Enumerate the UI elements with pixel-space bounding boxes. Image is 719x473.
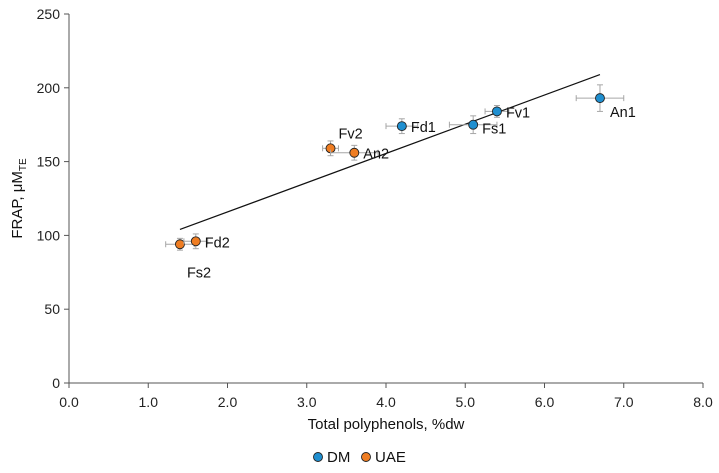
legend-label: DM bbox=[327, 449, 350, 466]
data-point-an2: An2 bbox=[330, 144, 389, 163]
x-tick-label: 7.0 bbox=[614, 394, 634, 410]
legend-item-uae: UAE bbox=[361, 449, 406, 466]
y-axis-title: FRAP, μMTE bbox=[9, 158, 29, 239]
y-tick-label: 0 bbox=[52, 375, 60, 391]
data-point-fd1: Fd1 bbox=[385, 118, 436, 136]
data-point-fs2: Fs2 bbox=[165, 237, 211, 281]
x-tick-label: 3.0 bbox=[297, 394, 317, 410]
x-tick-label: 8.0 bbox=[693, 394, 713, 410]
point-label: An2 bbox=[363, 147, 389, 163]
x-tick-label: 4.0 bbox=[376, 394, 396, 410]
x-tick-label: 6.0 bbox=[535, 394, 555, 410]
x-axis-title: Total polyphenols, %dw bbox=[308, 416, 465, 433]
x-tick-label: 1.0 bbox=[139, 394, 159, 410]
point-label: An1 bbox=[610, 105, 636, 121]
point-marker bbox=[595, 93, 605, 104]
point-marker bbox=[190, 236, 201, 247]
trendline-group bbox=[179, 73, 601, 231]
legend: DM UAE bbox=[313, 449, 406, 466]
y-axis-title-subscript: TE bbox=[18, 158, 29, 171]
point-label: Fd1 bbox=[411, 120, 436, 136]
x-tick-label: 5.0 bbox=[456, 394, 476, 410]
legend-marker bbox=[313, 452, 323, 462]
point-label: Fd2 bbox=[205, 235, 230, 251]
y-tick-label: 100 bbox=[37, 227, 61, 243]
data-point-fs1: Fs1 bbox=[448, 115, 506, 138]
trendline bbox=[179, 73, 601, 231]
point-label: Fv2 bbox=[339, 126, 363, 142]
data-point-fv1: Fv1 bbox=[484, 105, 530, 121]
point-marker bbox=[468, 119, 479, 130]
point-label: Fs2 bbox=[187, 265, 211, 281]
y-axis-title-main: FRAP, μM bbox=[9, 171, 26, 239]
y-tick-label: 50 bbox=[44, 301, 60, 317]
point-marker bbox=[174, 239, 185, 250]
point-marker bbox=[349, 147, 360, 158]
point-label: Fv1 bbox=[506, 105, 530, 121]
point-marker bbox=[396, 121, 407, 132]
point-marker bbox=[492, 106, 502, 117]
legend-item-dm: DM bbox=[313, 449, 350, 466]
data-point-fd2: Fd2 bbox=[183, 233, 230, 251]
y-tick-label: 250 bbox=[37, 6, 61, 22]
legend-label: UAE bbox=[375, 449, 406, 466]
x-tick-label: 2.0 bbox=[218, 394, 238, 410]
legend-marker bbox=[361, 452, 371, 462]
x-tick-label: 0.0 bbox=[59, 394, 79, 410]
y-tick-label: 200 bbox=[37, 80, 61, 96]
data-point-fv2: Fv2 bbox=[322, 126, 363, 157]
point-label: Fs1 bbox=[482, 122, 506, 138]
y-tick-label: 150 bbox=[37, 154, 61, 170]
data-point-an1: An1 bbox=[575, 84, 636, 121]
axes: 0 50 100 150 200 250 0.0 1.0 2.0 3.0 4.0 5.0 6.0 7.0 8… bbox=[37, 6, 713, 410]
